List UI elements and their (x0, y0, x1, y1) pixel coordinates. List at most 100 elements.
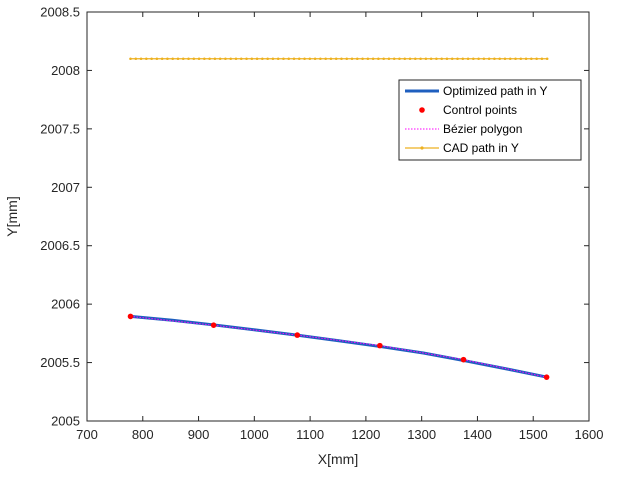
cad-path-marker (424, 57, 428, 61)
control-point-marker (460, 356, 467, 363)
legend-entry-label: CAD path in Y (443, 141, 519, 155)
cad-path-marker (160, 57, 164, 61)
cad-path-marker (414, 57, 417, 61)
cad-path-marker (371, 57, 375, 61)
cad-path-marker (340, 57, 343, 61)
cad-path-marker (287, 57, 291, 61)
cad-path-marker (234, 57, 238, 61)
cad-path-marker (245, 57, 248, 61)
cad-path-marker (466, 57, 470, 61)
cad-path-marker (392, 57, 396, 61)
cad-path-marker (329, 57, 333, 61)
cad-path-marker (387, 57, 391, 61)
cad-path-marker (398, 57, 401, 61)
cad-path-marker (319, 57, 322, 61)
cad-path-marker (440, 57, 443, 61)
x-tick-label: 1500 (519, 427, 548, 442)
cad-path-marker (308, 57, 312, 61)
cad-path-marker (524, 57, 528, 61)
cad-path-marker (498, 57, 501, 61)
cad-path-marker (456, 57, 459, 61)
cad-path-marker (129, 57, 132, 61)
cad-path-marker (461, 57, 465, 61)
cad-path-marker (208, 57, 211, 61)
y-tick-label: 2007 (51, 180, 80, 195)
axes-box (86, 11, 590, 422)
cad-path-marker (218, 57, 222, 61)
cad-path-marker (366, 57, 370, 61)
cad-path-marker (171, 57, 175, 61)
cad-path-marker (408, 57, 412, 61)
cad-path-marker (229, 57, 233, 61)
cad-path-marker (155, 57, 159, 61)
control-point-marker (127, 313, 134, 320)
cad-path-marker (334, 57, 338, 61)
y-tick-label: 2008.5 (40, 5, 80, 20)
x-tick-label: 700 (76, 427, 98, 442)
axes-layer: 700 800 900 1000 1100 1200 1300 1400 1500 1600 200… (40, 5, 603, 443)
cad-path-marker (292, 57, 296, 61)
cad-path-marker (197, 57, 201, 61)
cad-path-marker (166, 57, 169, 61)
cad-path-marker (508, 57, 512, 61)
cad-path-marker (350, 57, 354, 61)
cad-path-marker (303, 57, 306, 61)
cad-path-marker (181, 57, 185, 61)
y-tick-label: 2005 (51, 414, 80, 429)
legend: Optimized path in Y Control points Bézier … (398, 79, 582, 161)
bezier-polygon-line (130, 315, 547, 378)
cad-path-marker (255, 57, 259, 61)
cad-path-marker (224, 57, 227, 61)
plot-area (87, 12, 589, 421)
cad-path-marker (382, 57, 385, 61)
legend-box (398, 79, 582, 161)
cad-path-marker (435, 57, 438, 61)
cad-path-marker (145, 57, 148, 61)
legend-entry-label: Control points (443, 103, 517, 117)
cad-path-marker (519, 57, 523, 61)
cad-path-marker (297, 57, 301, 61)
cad-path-marker (419, 57, 422, 61)
cad-path-marker (250, 57, 254, 61)
cad-path-marker (134, 57, 138, 61)
y-tick-label: 2006.5 (40, 238, 80, 253)
cad-path-marker (493, 57, 496, 61)
legend-symbol-control-points (419, 107, 425, 113)
legend-entry-label: Optimized path in Y (443, 84, 548, 98)
y-axis-label: Y[mm] (4, 196, 20, 236)
x-tick-label: 1600 (575, 427, 604, 442)
cad-path-marker (545, 57, 549, 61)
cad-path-marker (139, 57, 143, 61)
cad-path-marker (266, 57, 269, 61)
cad-path-marker (239, 57, 243, 61)
x-tick-label: 1400 (463, 427, 492, 442)
y-tick-label: 2008 (51, 63, 80, 78)
cad-path-marker (487, 57, 491, 61)
cad-path-marker (472, 57, 475, 61)
x-tick-label: 1100 (296, 427, 324, 442)
cad-path-marker (429, 57, 433, 61)
y-tick-label: 2007.5 (40, 121, 80, 136)
y-tick-label: 2005.5 (40, 355, 80, 370)
cad-path-marker (276, 57, 280, 61)
cad-path-marker (361, 57, 364, 61)
cad-path-marker (530, 57, 533, 61)
control-point-marker (543, 374, 550, 380)
control-point-marker (210, 322, 217, 328)
x-axis-label: X[mm] (318, 451, 358, 467)
x-tick-label: 1300 (407, 427, 436, 442)
x-tick-label: 1200 (351, 427, 380, 442)
cad-path-marker (535, 57, 538, 61)
control-point-marker (377, 342, 383, 349)
cad-path-marker (192, 57, 196, 61)
cad-path-marker (355, 57, 359, 61)
cad-path-marker (540, 57, 544, 61)
x-tick-label: 800 (132, 427, 154, 442)
cad-path-marker (271, 57, 275, 61)
series-layer (127, 57, 550, 380)
cad-path-marker (503, 57, 507, 61)
cad-path-marker (176, 57, 180, 61)
cad-path-marker (377, 57, 380, 61)
cad-path-marker (150, 57, 153, 61)
